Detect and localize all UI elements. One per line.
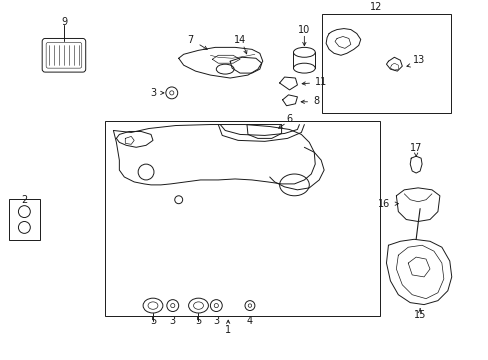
Text: 17: 17 — [409, 143, 422, 153]
Text: 8: 8 — [313, 96, 319, 106]
Text: 14: 14 — [233, 35, 245, 45]
Text: 9: 9 — [61, 17, 67, 27]
Text: 15: 15 — [413, 310, 426, 320]
Text: 1: 1 — [224, 325, 231, 335]
Bar — [322, 14, 450, 113]
Text: 16: 16 — [377, 199, 389, 209]
Text: 6: 6 — [286, 114, 292, 123]
Text: 12: 12 — [369, 2, 382, 12]
Text: 7: 7 — [187, 35, 193, 45]
Text: 3: 3 — [169, 316, 176, 327]
Text: 10: 10 — [298, 24, 310, 35]
Text: 4: 4 — [246, 316, 252, 327]
Text: 3: 3 — [149, 88, 156, 98]
Text: 2: 2 — [21, 195, 27, 205]
Text: 5: 5 — [195, 316, 201, 327]
Text: 5: 5 — [149, 316, 156, 327]
Bar — [8, 199, 40, 240]
Text: 3: 3 — [213, 316, 219, 327]
Text: 11: 11 — [315, 77, 327, 87]
Bar — [104, 121, 379, 316]
Text: 13: 13 — [412, 55, 425, 65]
